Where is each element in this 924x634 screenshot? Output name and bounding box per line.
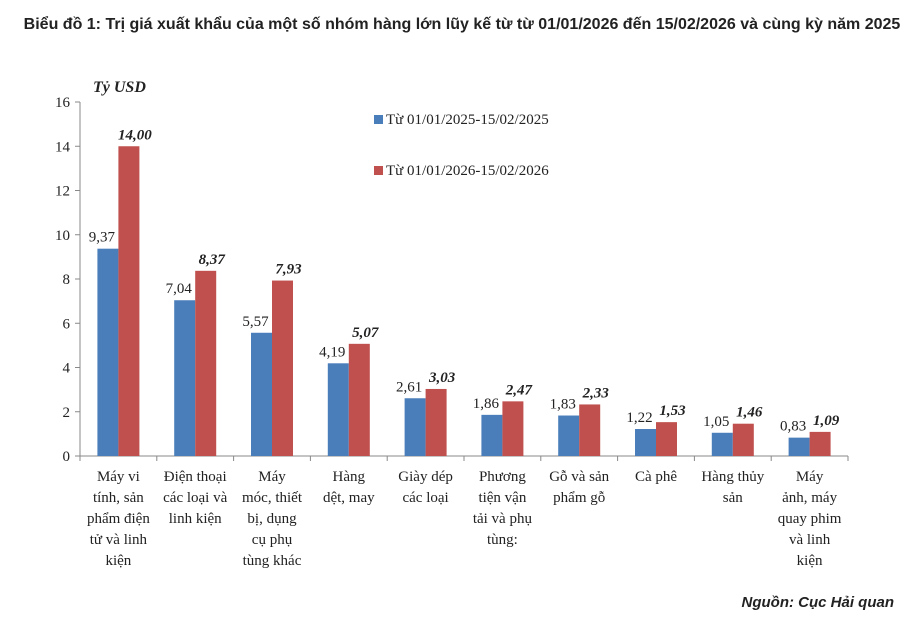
y-tick-label: 16: [55, 95, 71, 111]
y-tick-label: 2: [63, 405, 71, 421]
legend-swatch: [374, 166, 383, 175]
x-category-label: Điện thoại các loại và linh kiện: [163, 469, 227, 527]
legend-swatch: [374, 115, 383, 124]
bar-series-2026: [502, 401, 524, 456]
bar-series-2025: [635, 429, 656, 456]
bar-series-2026: [348, 343, 370, 456]
x-category-label: Phương tiện vận tải và phụ tùng:: [473, 469, 533, 548]
bar-value-label: 7,93: [275, 262, 302, 278]
bar-series-2025: [97, 248, 119, 456]
bar-value-label: 1,83: [550, 397, 576, 413]
legend-label: Từ 01/01/2026-15/02/2026: [386, 163, 549, 179]
bar-series-2025: [327, 363, 349, 456]
bar-series-2026: [579, 404, 601, 456]
bar-value-label: 5,07: [352, 325, 379, 341]
bar-value-label: 1,53: [659, 403, 686, 419]
x-category-label: Máy vi tính, sản phẩm điện tử và linh kiện: [87, 469, 150, 569]
x-category-label: Gỗ và sản phẩm gỗ: [549, 469, 609, 506]
x-category-label: Hàng thủy sản: [701, 469, 764, 506]
bar-value-label: 7,04: [166, 281, 193, 297]
bar-series-2026: [195, 270, 217, 456]
bar-value-label: 1,86: [473, 396, 500, 412]
y-tick-label: 0: [63, 449, 71, 465]
bar-value-label: 2,33: [582, 385, 610, 401]
bar-series-2025: [558, 415, 580, 456]
bar-value-label: 8,37: [199, 252, 226, 268]
bar-series-2026: [272, 280, 293, 456]
y-tick-label: 4: [63, 361, 71, 377]
bar-series-2025: [711, 432, 733, 456]
bar-value-label: 2,47: [505, 382, 533, 398]
bar-series-2026: [656, 422, 677, 456]
bar-value-label: 9,37: [89, 230, 116, 246]
y-tick-label: 6: [63, 316, 71, 332]
chart-axes: 0 2 4 6 8 10 12 14 16 Tỷ USD Máy vi tính, sản phẩm đ…: [55, 79, 849, 569]
bar-value-label: 1,05: [703, 414, 729, 430]
bar-value-label: 1,46: [736, 405, 763, 421]
bar-series-2026: [425, 388, 447, 456]
x-category-label: Cà phê: [635, 469, 677, 485]
bar-value-label: 1,09: [813, 413, 840, 429]
y-tick-label: 14: [55, 139, 71, 155]
x-category-label: Hàng dệt, may: [323, 469, 375, 506]
y-tick-label: 8: [63, 272, 71, 288]
x-category-label: Máy móc, thiết bị, dụng cụ phụ tùng khác: [242, 469, 303, 569]
bar-series-2026: [732, 423, 754, 456]
bar-series-2025: [788, 437, 810, 456]
y-tick-label: 12: [55, 184, 70, 200]
y-axis-label: Tỷ USD: [93, 79, 146, 96]
bar-value-label: 3,03: [428, 370, 456, 386]
y-tick-label: 10: [55, 228, 70, 244]
bar-value-label: 4,19: [319, 344, 345, 360]
bar-series-2025: [404, 398, 426, 456]
bar-series-2026: [809, 431, 831, 456]
x-category-label: Máy ảnh, máy quay phim và linh kiện: [778, 469, 842, 569]
chart-title: Biểu đồ 1: Trị giá xuất khẩu của một số …: [23, 16, 901, 33]
bar-series-2025: [251, 332, 272, 456]
bar-series-2026: [118, 146, 140, 456]
bar-value-label: 2,61: [396, 379, 422, 395]
bar-series-2025: [481, 414, 503, 456]
legend-label: Từ 01/01/2025-15/02/2025: [386, 112, 549, 128]
bar-value-label: 5,57: [242, 314, 269, 330]
x-category-label: Giày dép các loại: [398, 469, 453, 506]
chart-legend: Từ 01/01/2025-15/02/2025 Từ 01/01/2026-15…: [374, 112, 549, 179]
bar-value-label: 0,83: [780, 419, 806, 435]
chart-bars: 9,37 14,00 7,04 8,37 5,57 7,93 4,19 5,07 2,61 3,0…: [89, 127, 840, 456]
bar-value-label: 1,22: [626, 410, 652, 426]
bar-value-label: 14,00: [118, 127, 152, 143]
bar-series-2025: [174, 300, 196, 456]
source-note: Nguồn: Cục Hải quan: [741, 594, 895, 611]
